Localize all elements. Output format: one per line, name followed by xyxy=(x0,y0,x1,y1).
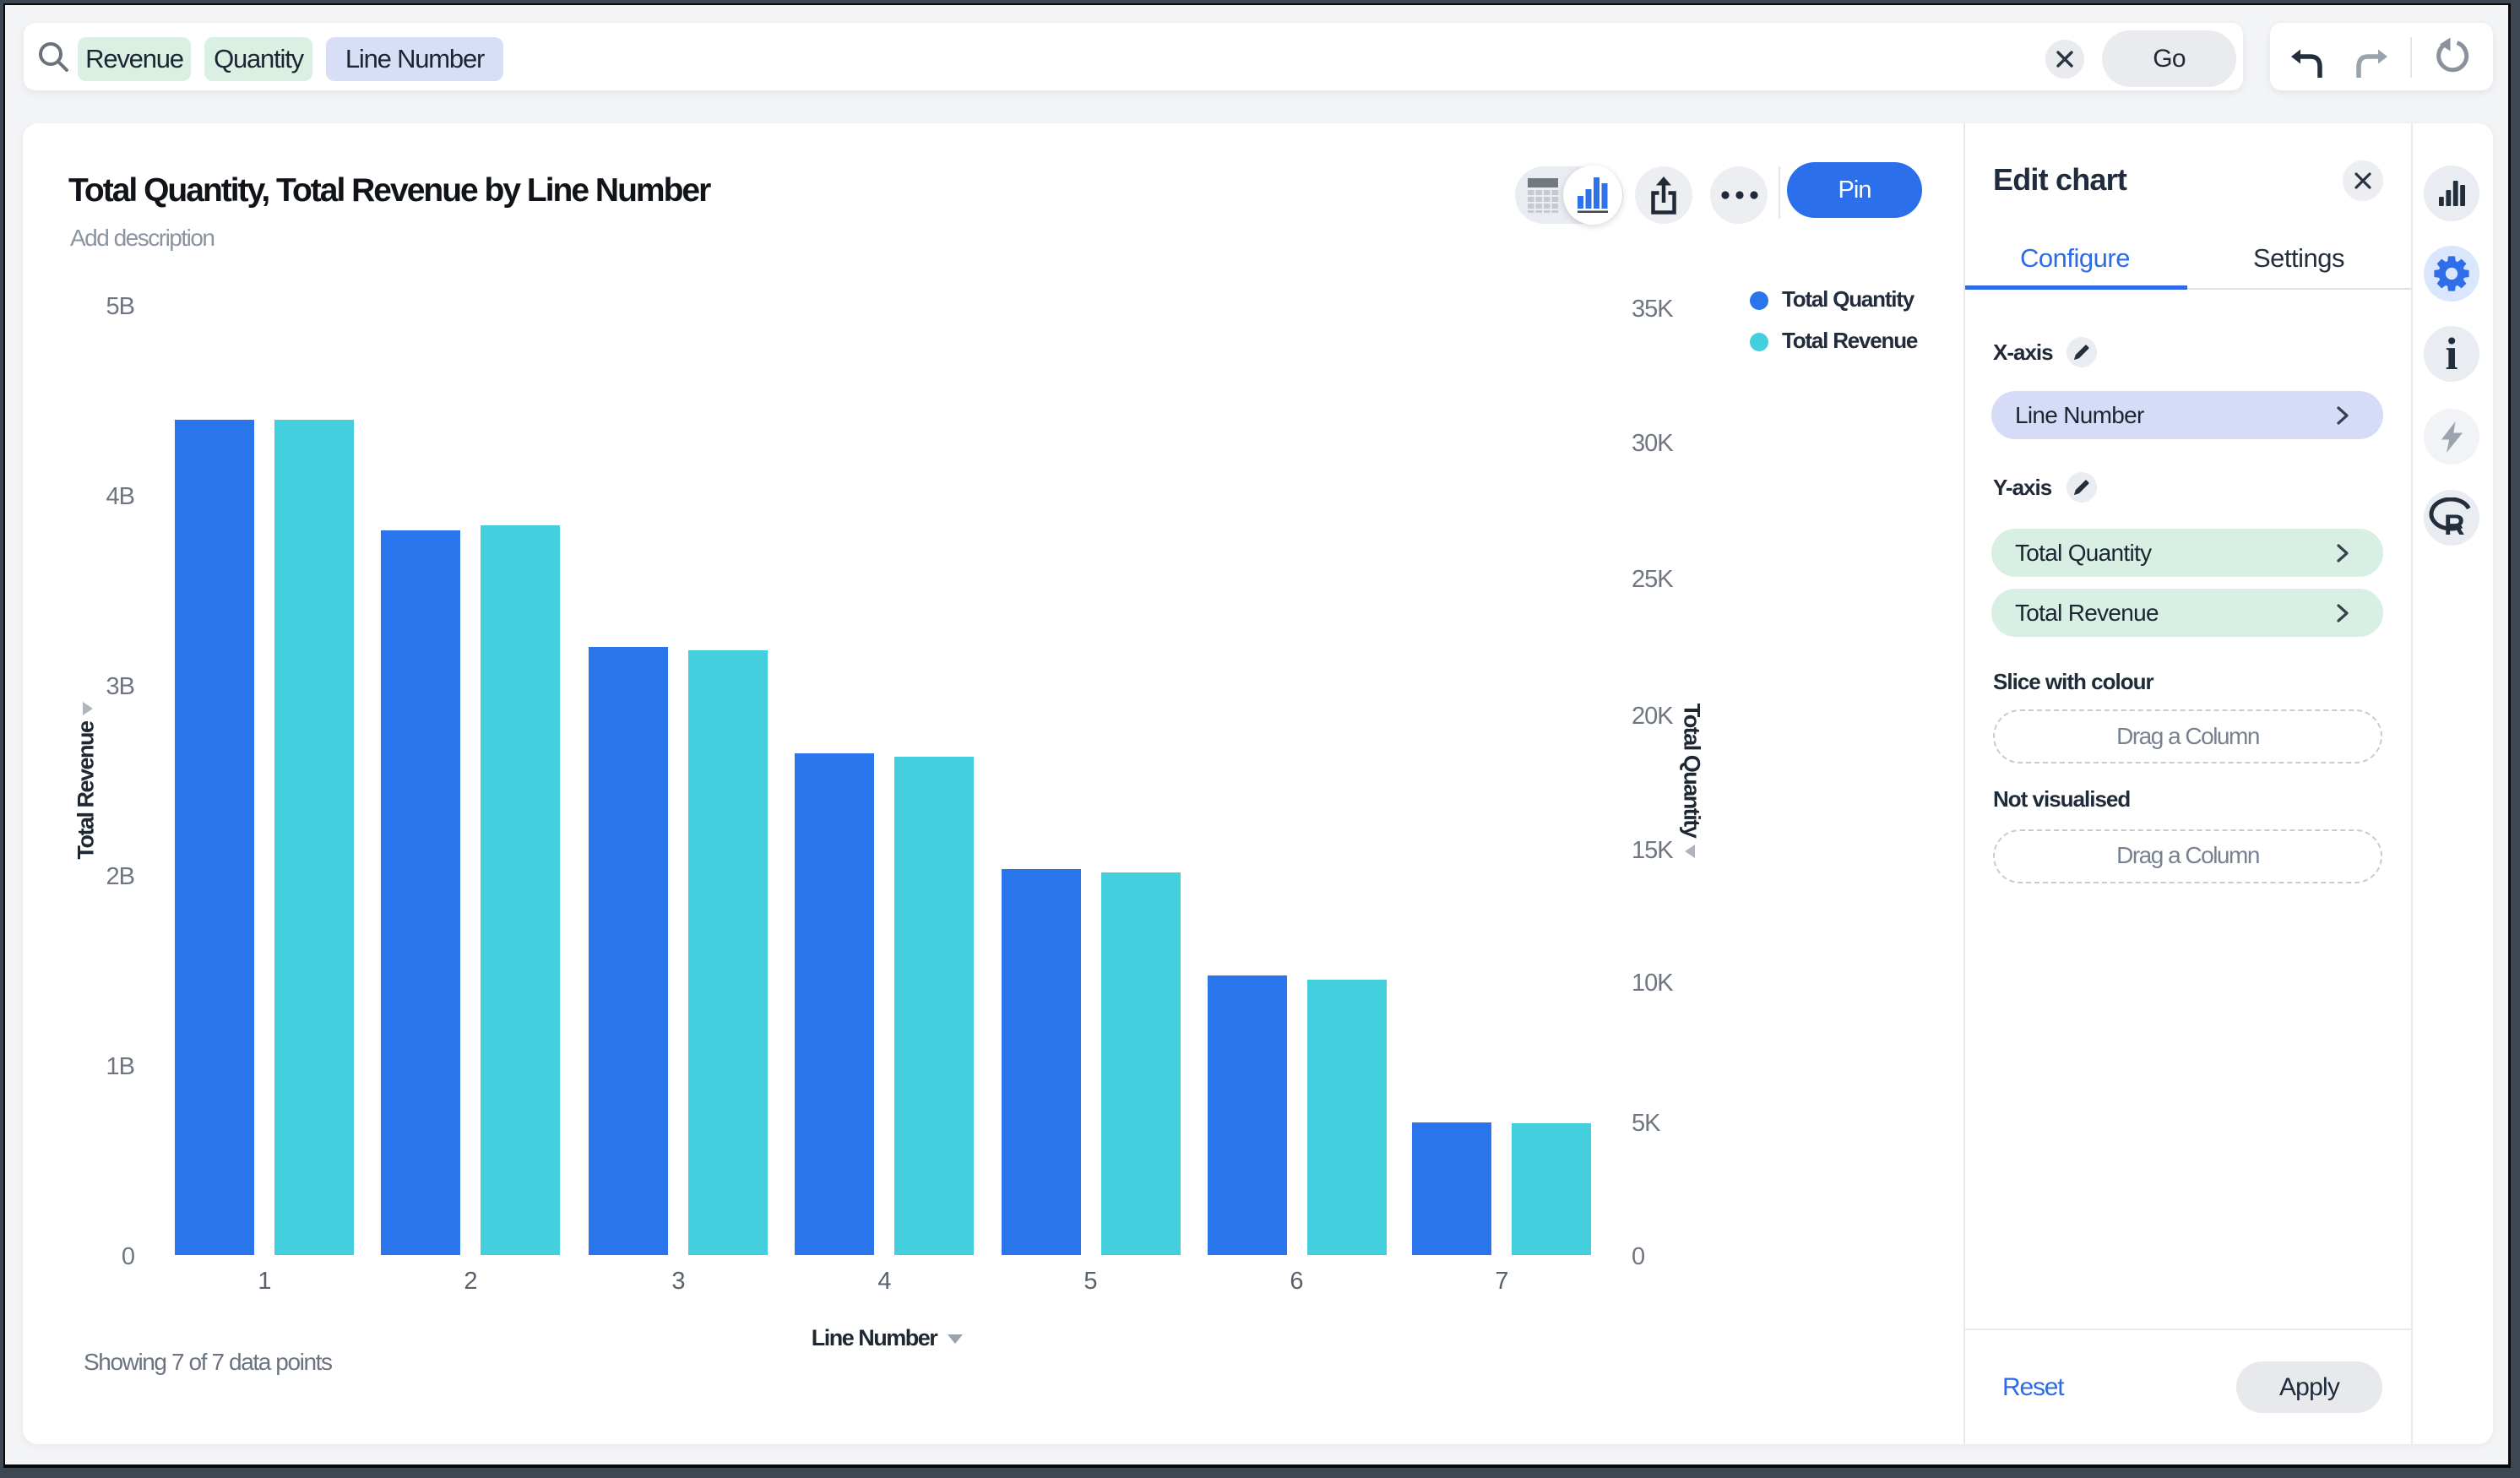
svg-text:R: R xyxy=(2444,509,2465,538)
